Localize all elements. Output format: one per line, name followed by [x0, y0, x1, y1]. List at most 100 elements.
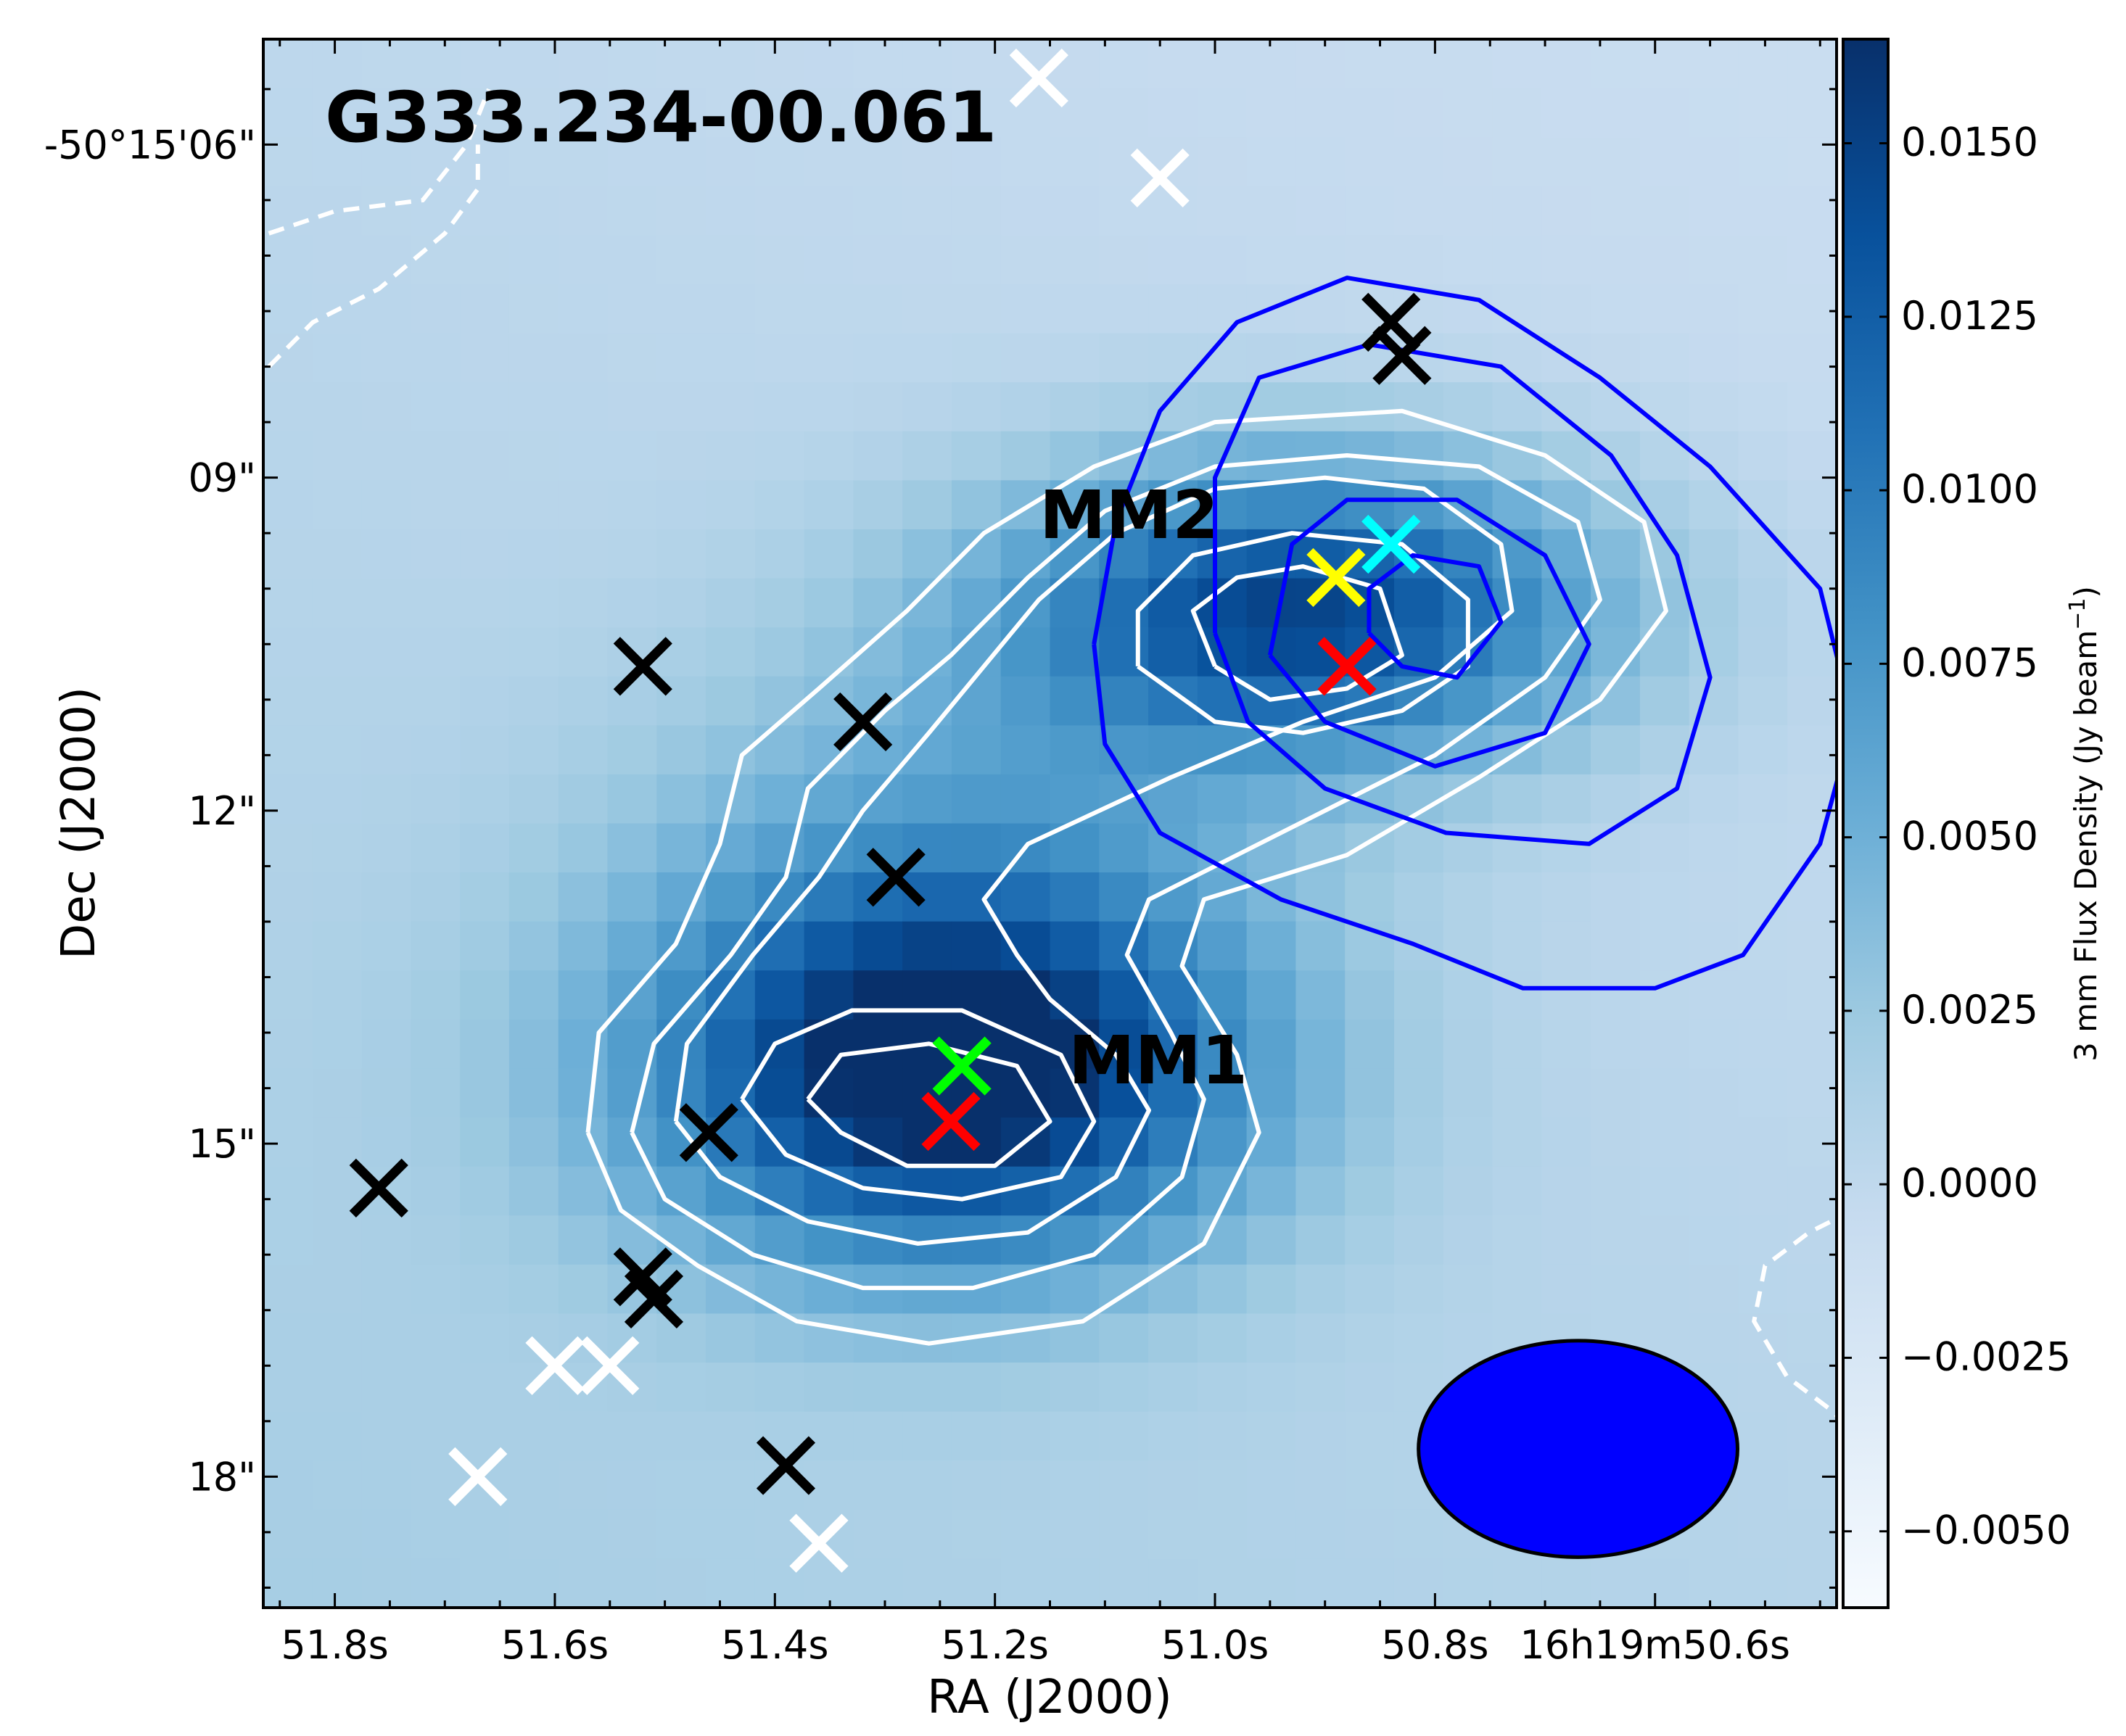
- heatmap-pixel: [460, 39, 510, 89]
- heatmap-pixel: [361, 1019, 411, 1070]
- colorbar-tick-label: 0.0000: [1901, 1160, 2038, 1206]
- heatmap-pixel: [361, 1411, 411, 1461]
- heatmap-pixel: [460, 970, 510, 1020]
- heatmap-pixel: [312, 774, 363, 824]
- heatmap-pixel: [656, 1411, 706, 1461]
- heatmap-pixel: [460, 1558, 510, 1608]
- heatmap-pixel: [1591, 872, 1641, 922]
- heatmap-pixel: [902, 921, 952, 971]
- heatmap-pixel: [1197, 284, 1248, 334]
- heatmap-pixel: [706, 627, 756, 677]
- heatmap-pixel: [706, 578, 756, 628]
- heatmap-pixel: [1295, 1460, 1346, 1510]
- heatmap-pixel: [1197, 39, 1248, 89]
- heatmap-pixel: [1295, 1558, 1346, 1608]
- heatmap-pixel: [1295, 1363, 1346, 1413]
- heatmap-pixel: [558, 578, 609, 628]
- heatmap-pixel: [411, 1068, 461, 1118]
- heatmap-pixel: [460, 186, 510, 236]
- heatmap-pixel: [1787, 1019, 1837, 1070]
- heatmap-pixel: [656, 88, 706, 138]
- heatmap-pixel: [804, 382, 854, 432]
- heatmap-pixel: [902, 529, 952, 579]
- heatmap-pixel: [1148, 1460, 1198, 1510]
- colorbar-tick-label: 0.0075: [1901, 640, 2038, 685]
- heatmap-pixel: [656, 431, 706, 481]
- heatmap-pixel: [656, 1558, 706, 1608]
- heatmap-pixel: [1197, 137, 1248, 187]
- heatmap-pixel: [1738, 725, 1788, 775]
- heatmap-pixel: [1443, 1068, 1493, 1118]
- heatmap-pixel: [1000, 382, 1051, 432]
- heatmap-pixel: [312, 529, 363, 579]
- heatmap-pixel: [1099, 1313, 1149, 1363]
- heatmap-pixel: [1000, 1166, 1051, 1216]
- heatmap-pixel: [706, 382, 756, 432]
- heatmap-pixel: [1148, 1509, 1198, 1560]
- heatmap-pixel: [1689, 1215, 1739, 1265]
- heatmap-pixel: [754, 970, 805, 1020]
- heatmap-pixel: [607, 1215, 657, 1265]
- x-marker-stroke: [525, 1336, 585, 1395]
- heatmap-pixel: [804, 1460, 854, 1510]
- heatmap-pixel: [1295, 1411, 1346, 1461]
- heatmap-pixel: [1492, 627, 1542, 677]
- heatmap-pixel: [1639, 382, 1690, 432]
- heatmap-pixel: [1148, 284, 1198, 334]
- heatmap-pixel: [1492, 774, 1542, 824]
- black-x-marker: [1361, 292, 1421, 352]
- heatmap-pixel: [902, 186, 952, 236]
- red-x-marker: [921, 1091, 981, 1152]
- heatmap-pixel: [508, 235, 559, 285]
- y-tick-label: 15": [188, 1121, 256, 1167]
- x-tick-label: 50.8s: [1381, 1622, 1488, 1668]
- heatmap-pixel: [1689, 1166, 1739, 1216]
- heatmap-pixel: [1541, 1019, 1591, 1070]
- source-markers: [349, 48, 1432, 1573]
- heatmap-pixel: [1345, 382, 1395, 432]
- heatmap-pixel: [361, 88, 411, 138]
- heatmap-pixel: [1787, 186, 1837, 236]
- heatmap-pixel: [1345, 970, 1395, 1020]
- heatmap-pixel: [508, 774, 559, 824]
- heatmap-pixel: [1541, 823, 1591, 873]
- heatmap-pixel: [902, 88, 952, 138]
- heatmap-pixel: [607, 774, 657, 824]
- heatmap-pixel: [508, 921, 559, 971]
- black-x-marker: [349, 1158, 408, 1218]
- black-x-marker: [679, 1103, 738, 1162]
- heatmap-pixel: [804, 529, 854, 579]
- heatmap-pixel: [656, 578, 706, 628]
- heatmap-pixel: [853, 431, 903, 481]
- heatmap-pixel: [1591, 284, 1641, 334]
- y-tick-label: -50°15'06": [44, 122, 256, 168]
- heatmap-pixel: [1541, 970, 1591, 1020]
- colorbar-tick-label: 0.0025: [1901, 987, 2038, 1033]
- heatmap-pixel: [558, 1019, 609, 1070]
- heatmap-pixel: [411, 823, 461, 873]
- heatmap-pixel: [1099, 39, 1149, 89]
- heatmap-pixel: [1443, 186, 1493, 236]
- heatmap-pixel: [1099, 676, 1149, 726]
- heatmap-pixel: [754, 578, 805, 628]
- heatmap-pixel: [312, 970, 363, 1020]
- heatmap-pixel: [804, 284, 854, 334]
- heatmap-pixel: [558, 1166, 609, 1216]
- heatmap-pixel: [508, 627, 559, 677]
- heatmap-pixel: [951, 284, 1002, 334]
- heatmap-pixel: [508, 1166, 559, 1216]
- heatmap-pixel: [1050, 970, 1100, 1020]
- heatmap-pixel: [1541, 774, 1591, 824]
- heatmap-pixel: [411, 774, 461, 824]
- heatmap-pixel: [1639, 1117, 1690, 1167]
- heatmap-pixel: [263, 872, 313, 922]
- heatmap-pixel: [411, 676, 461, 726]
- heatmap-pixel: [1197, 88, 1248, 138]
- heatmap-pixel: [607, 333, 657, 383]
- heatmap-pixel: [411, 431, 461, 481]
- heatmap-pixel: [460, 1313, 510, 1363]
- heatmap-pixel: [607, 1068, 657, 1118]
- heatmap-pixel: [1443, 1558, 1493, 1608]
- heatmap-pixel: [1639, 1558, 1690, 1608]
- heatmap-pixel: [508, 1264, 559, 1315]
